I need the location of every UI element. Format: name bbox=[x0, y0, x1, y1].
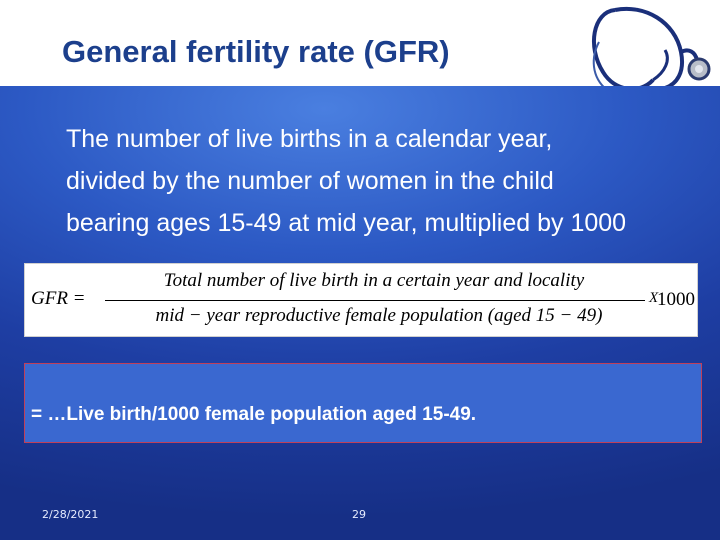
formula-denominator: mid − year reproductive female populatio… bbox=[155, 305, 603, 326]
page-number: 29 bbox=[352, 508, 366, 521]
slide-title: General fertility rate (GFR) bbox=[62, 34, 450, 69]
result-text: = …Live birth/1000 female population age… bbox=[31, 404, 477, 425]
definition-line: The number of live births in a calendar … bbox=[66, 125, 553, 153]
result-box: = …Live birth/1000 female population age… bbox=[24, 363, 702, 443]
gfr-formula: GFR = Total number of live birth in a ce… bbox=[24, 263, 698, 337]
definition-line: bearing ages 15-49 at mid year, multipli… bbox=[66, 209, 627, 237]
footer-date: 2/28/2021 bbox=[42, 508, 99, 521]
formula-times: X bbox=[649, 290, 659, 306]
definition-line: divided by the number of women in the ch… bbox=[66, 167, 554, 195]
formula-lhs: GFR = bbox=[31, 288, 86, 309]
formula-numerator: Total number of live birth in a certain … bbox=[163, 270, 585, 291]
definition-text: The number of live births in a calendar … bbox=[66, 118, 706, 244]
formula-multiplier: 1000 bbox=[657, 289, 695, 310]
fraction-bar bbox=[105, 300, 645, 301]
